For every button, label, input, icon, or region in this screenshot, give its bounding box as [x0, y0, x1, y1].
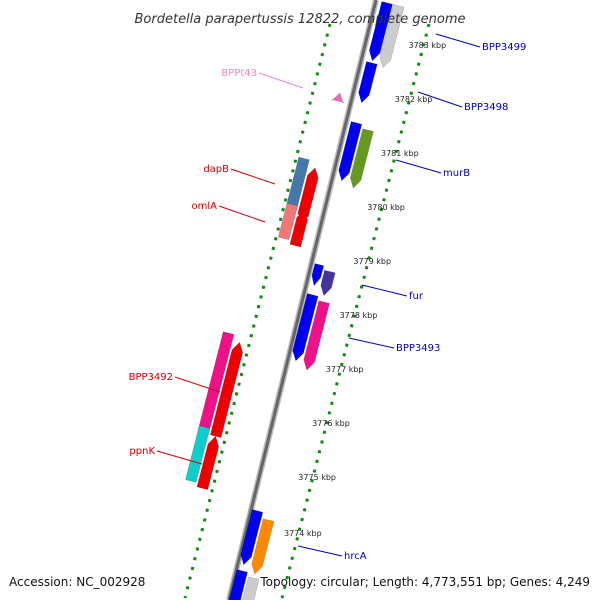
gene-bpp3493-pink-block — [303, 300, 330, 371]
gene-fur-indigo-block — [320, 269, 336, 297]
gene-label-bpp3493: BPP3493 — [396, 343, 440, 354]
gene-bottom-grey-block — [242, 576, 260, 600]
gene-label-bpp3499: BPP3499 — [482, 42, 526, 53]
gene-label-murb: murB — [443, 168, 470, 179]
genome-backbone — [226, 0, 379, 600]
leader-bpp3498 — [417, 91, 463, 108]
scale-label-3780: 3780 kbp — [367, 203, 405, 212]
gene-ppnk-cyan-block — [185, 425, 211, 483]
scale-label-3781: 3781 kbp — [381, 149, 419, 158]
gene-hrca-orange-block — [251, 518, 275, 575]
gene-label-hrca: hrcA — [344, 551, 367, 562]
scale-label-3776: 3776 kbp — [312, 419, 350, 428]
gene-label-dapb: dapB — [203, 164, 229, 175]
scale-labels: 3783 kbp 3782 kbp 3781 kbp 3780 kbp 3779 kbp… — [284, 41, 446, 538]
gene-label-bppt43: BPPt43 — [221, 68, 257, 79]
scale-label-3778: 3778 kbp — [340, 311, 378, 320]
map-title: Bordetella parapertussis 12822, complete… — [135, 12, 466, 27]
scale-label-3775: 3775 kbp — [298, 473, 336, 482]
gene-bpp3499-block — [369, 1, 393, 62]
gene-bpp3493-block — [292, 293, 319, 362]
gene-murb-block — [338, 121, 363, 182]
leader-dapb — [230, 168, 276, 185]
gene-grey-block — [379, 4, 405, 69]
leader-murb — [395, 159, 442, 174]
leader-hrca — [297, 545, 343, 557]
gene-bpp3492-pink-block — [197, 331, 235, 433]
gene-ppnk-block — [196, 435, 219, 490]
gene-bottom-block — [228, 569, 248, 600]
leader-bpp3492 — [174, 376, 221, 393]
accession-text: Accession: NC_002928 — [9, 575, 145, 589]
leader-fur — [361, 284, 408, 297]
gene-murb-olive-block — [350, 128, 374, 189]
gene-label-bpp3498: BPP3498 — [464, 102, 508, 113]
scale-label-3779: 3779 kbp — [353, 257, 391, 266]
gene-bpp3498-block — [358, 61, 378, 104]
gene-omla-block — [289, 209, 308, 248]
leader-bpp3493 — [348, 337, 395, 349]
scale-label-3777: 3777 kbp — [326, 365, 364, 374]
scale-label-3774: 3774 kbp — [284, 529, 322, 538]
scale-label-3782: 3782 kbp — [395, 95, 433, 104]
gene-features — [185, 1, 405, 600]
trna-bppt43-marker — [331, 92, 344, 105]
gene-label-omla: omlA — [192, 201, 218, 212]
gene-bpp3492-block — [209, 341, 243, 438]
gene-fur-block — [311, 263, 325, 287]
gene-dapb-blue-block — [286, 156, 310, 209]
gene-label-fur: fur — [409, 291, 424, 302]
gene-dapb-block — [297, 167, 319, 218]
leader-bpp3499 — [435, 33, 481, 48]
leader-omla — [218, 205, 266, 223]
leader-bppt43 — [258, 72, 304, 89]
label-leaders — [156, 33, 481, 557]
gene-omla-salmon-block — [277, 202, 299, 241]
gene-label-ppnk: ppnK — [129, 446, 155, 457]
gene-label-bpp3492: BPP3492 — [129, 372, 173, 383]
leader-ppnk — [156, 450, 203, 465]
gene-labels: BPP3499 BPP3498 murB fur BPP3493 hrcA BPPt43 da… — [129, 42, 527, 562]
genome-summary: Topology: circular; Length: 4,773,551 bp… — [259, 575, 590, 589]
scale-label-3783: 3783 kbp — [409, 41, 447, 50]
gene-hrca-block — [240, 509, 264, 566]
